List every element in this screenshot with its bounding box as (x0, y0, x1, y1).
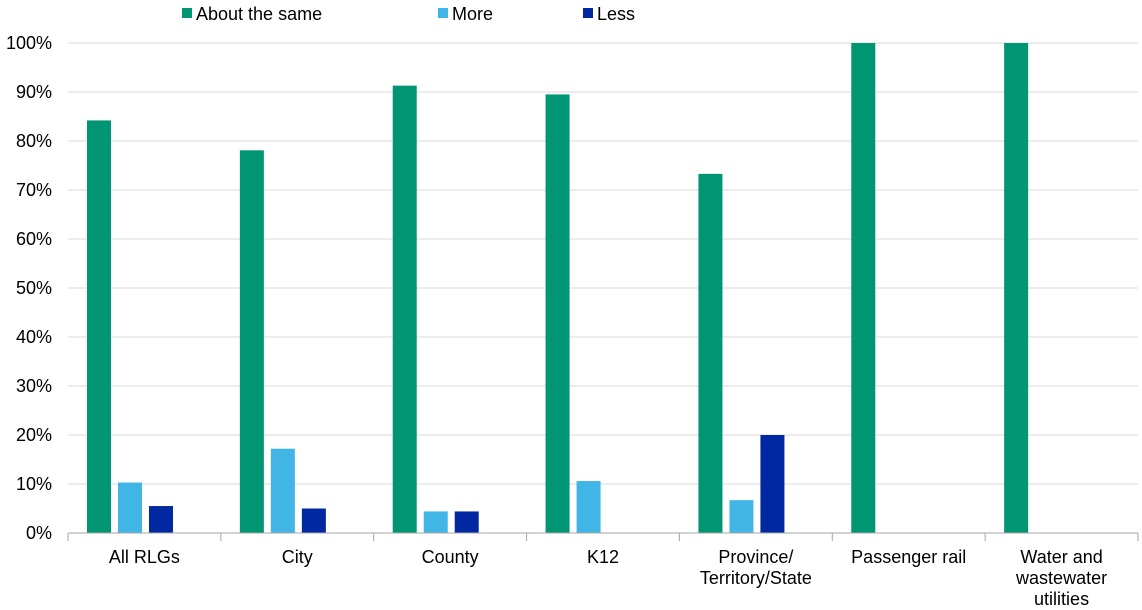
legend-swatch (583, 8, 593, 18)
x-tick-label-line: Province/ (718, 547, 793, 567)
x-tick-label-line: Water and (1020, 547, 1102, 567)
x-tick-label: K12 (587, 547, 619, 567)
x-tick-label: Province/Territory/State (700, 547, 812, 588)
bar-about-the-same (87, 120, 111, 534)
y-tick-label: 80% (16, 131, 52, 151)
x-tick-label-line: wastewater (1015, 568, 1107, 588)
bar-about-the-same (698, 173, 723, 533)
gridlines (68, 42, 1138, 485)
bar-more (576, 481, 601, 533)
bar-more (423, 511, 448, 533)
bar-about-the-same (545, 94, 570, 533)
x-tick-label-line: Passenger rail (851, 547, 966, 567)
x-axis-ticks: All RLGs City County K12 Province/Territory/… (109, 547, 1107, 609)
x-tick-label-line: Territory/State (700, 568, 812, 588)
bar-more (118, 482, 142, 533)
legend-label: About the same (196, 4, 322, 24)
bar-about-the-same (851, 43, 876, 533)
x-tick-label-line: All RLGs (109, 547, 180, 567)
bar-about-the-same (239, 150, 264, 533)
x-tick-label: City (282, 547, 313, 567)
x-tick-label: All RLGs (109, 547, 180, 567)
y-tick-label: 100% (6, 33, 52, 53)
x-tick-label: County (422, 547, 479, 567)
x-tick-label-line: K12 (587, 547, 619, 567)
bar-more (729, 500, 754, 533)
y-tick-label: 20% (16, 425, 52, 445)
bar-about-the-same (392, 85, 417, 533)
legend: About the same More Less (182, 4, 635, 24)
bars (87, 43, 1029, 534)
legend-label: Less (597, 4, 635, 24)
x-axis (67, 532, 1139, 541)
bar-more (270, 448, 295, 533)
y-tick-label: 60% (16, 229, 52, 249)
legend-swatch (438, 8, 448, 18)
bar-less (454, 511, 479, 533)
x-tick-label: Passenger rail (851, 547, 966, 567)
y-tick-label: 40% (16, 327, 52, 347)
x-tick-label: Water and wastewater utilities (1015, 547, 1107, 609)
x-tick-label-line: County (422, 547, 479, 567)
bar-less (149, 506, 173, 533)
y-tick-label: 50% (16, 278, 52, 298)
y-tick-label: 30% (16, 376, 52, 396)
y-tick-label: 90% (16, 82, 52, 102)
x-tick-label-line: utilities (1034, 589, 1089, 609)
legend-label: More (452, 4, 493, 24)
y-tick-label: 70% (16, 180, 52, 200)
bar-about-the-same (1004, 43, 1029, 533)
x-tick-label-line: City (282, 547, 313, 567)
legend-swatch (182, 8, 192, 18)
bar-less (760, 435, 785, 533)
y-tick-label: 0% (26, 523, 52, 543)
y-tick-label: 10% (16, 474, 52, 494)
y-axis-ticks: 0% 10% 20% 30% 40% 50% 60% 70% 80% 90% 100% (6, 33, 52, 543)
bar-less (301, 508, 326, 533)
